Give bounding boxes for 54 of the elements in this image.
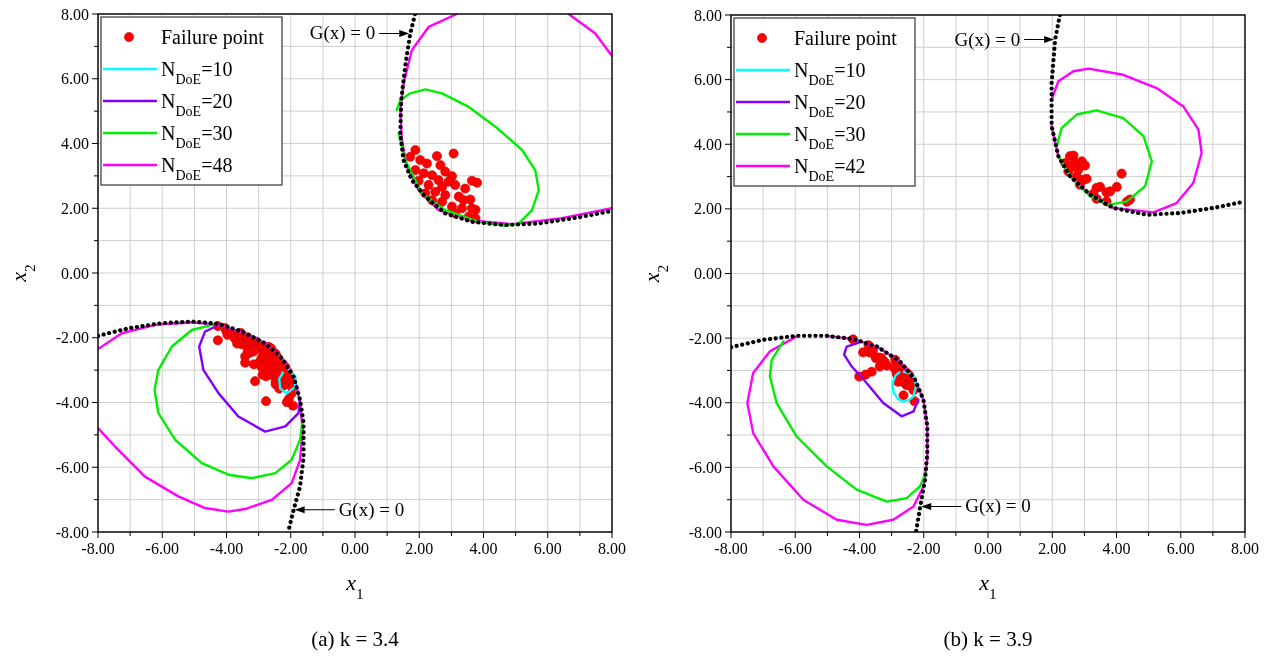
y-tick-label: -2.00 [688,329,722,347]
legend-label: N$_{DoE}$=10 [161,58,233,87]
legend-label: Failure point [161,26,265,49]
y-tick-label: -2.00 [55,329,89,347]
legend-label: N$_{DoE}$=48 [161,154,233,183]
x-tick-label: 6.00 [1166,540,1195,557]
legend-label: N$_{DoE}$=10 [794,59,866,88]
y-tick-label: 4.00 [694,135,722,153]
text: (a) k = 3.4 [311,627,400,651]
y-tick-label: 0.00 [694,265,722,282]
x-tick-label: -8.00 [81,540,115,557]
x-tick-label: -2.00 [274,540,308,557]
x-tick-label: -4.00 [209,540,244,557]
y-tick-label: 6.00 [61,70,89,88]
annotation: G(x) = 0 [338,498,405,521]
y-tick-label: 8.00 [694,6,722,24]
y-tick-label: -8.00 [55,523,89,541]
y-tick-label: 2.00 [694,200,722,218]
annotation: G(x) = 0 [954,28,1021,51]
y-tick-label: -6.00 [55,458,89,476]
x-tick-label: -6.00 [778,540,812,557]
legend-label: N$_{DoE}$=42 [794,155,866,184]
y-tick-label: 0.00 [61,264,89,282]
x-tick-label: 0.00 [974,540,1002,557]
y-tick-label: 4.00 [61,135,89,152]
x-tick-label: 2.00 [1038,540,1067,557]
y-tick-label: 6.00 [694,71,722,89]
x-tick-label: 8.00 [1231,540,1259,557]
annotation: G(x) = 0 [965,495,1031,518]
text: (b) k = 3.9 [943,627,1033,651]
y-tick-label: 2.00 [61,199,89,217]
y-tick-label: -8.00 [688,523,722,541]
x-tick-label: -6.00 [145,540,179,557]
y-tick-label: -6.00 [688,458,722,476]
y-tick-label: -4.00 [55,394,89,411]
legend-label: N$_{DoE}$=20 [161,90,233,119]
x-tick-label: -2.00 [907,540,941,557]
y-tick-label: 8.00 [61,5,89,23]
legend-label: N$_{DoE}$=30 [161,122,233,151]
x-tick-label: -4.00 [842,540,877,557]
legend-label: N$_{DoE}$=20 [794,91,866,120]
x-tick-label: 0.00 [341,540,369,557]
x-axis-title: x$_{1}$ [978,570,997,602]
x-tick-label: 4.00 [1102,540,1131,557]
x-axis-title: x$_{1}$ [345,570,364,602]
annotation: G(x) = 0 [309,22,376,45]
x-tick-label: 8.00 [598,540,626,557]
x-tick-label: 4.00 [469,540,498,557]
x-tick-label: 6.00 [533,540,562,557]
x-tick-label: 2.00 [405,540,434,557]
legend-label: Failure point [794,27,898,50]
x-tick-label: -8.00 [714,540,748,557]
y-tick-label: -4.00 [688,394,722,412]
legend-label: N$_{DoE}$=30 [794,123,866,152]
